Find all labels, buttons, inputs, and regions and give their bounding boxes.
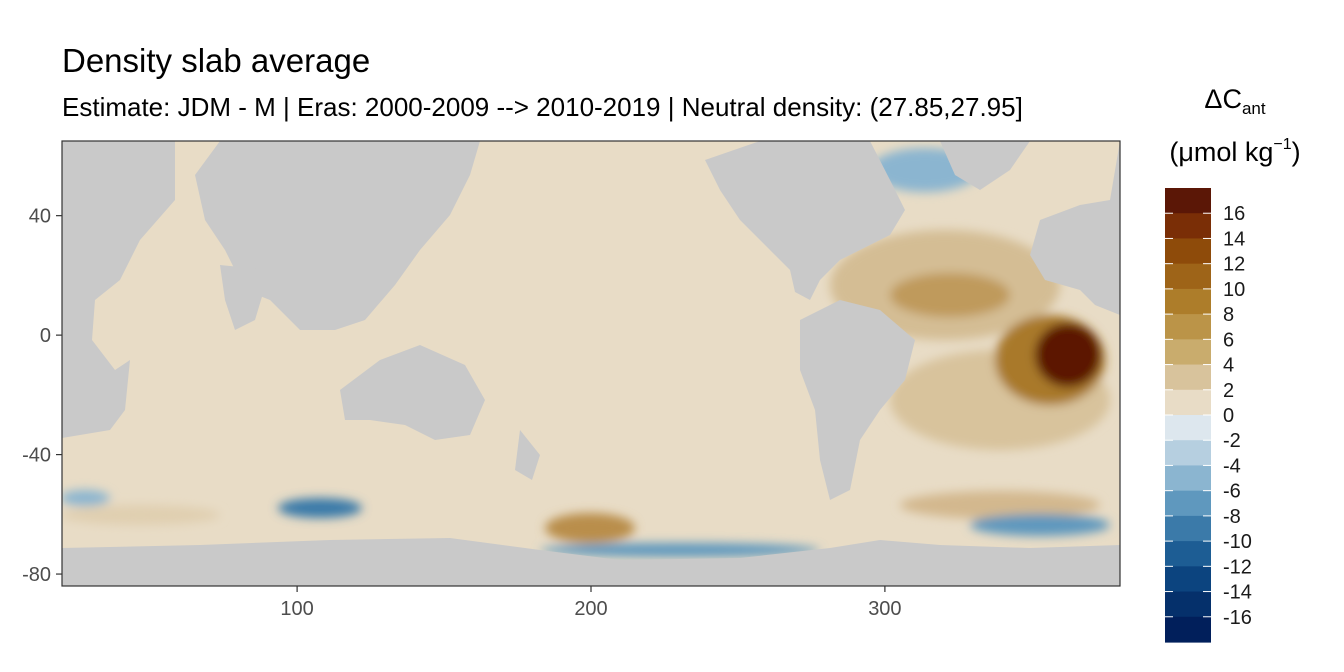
legend-label: 2	[1223, 380, 1234, 402]
legend-label: 0	[1223, 405, 1234, 427]
legend-label: 6	[1223, 329, 1234, 351]
eurasia-land	[195, 141, 480, 330]
india-land	[220, 265, 270, 330]
legend-color-swatch	[1165, 364, 1211, 391]
x-tick-label: 300	[868, 598, 901, 620]
y-tick-label: -40	[22, 445, 51, 467]
new-zealand-land	[515, 430, 540, 480]
land-masses	[62, 141, 1120, 586]
west-africa-land	[1030, 141, 1120, 315]
legend-unit-prefix: (μmol kg	[1169, 137, 1274, 167]
legend-title-symbol: ΔC	[1204, 84, 1242, 114]
legend-unit-suffix: )	[1291, 137, 1301, 167]
legend-label: -6	[1223, 481, 1241, 503]
legend-color-swatch	[1165, 415, 1211, 441]
legend-color-swatch	[1165, 566, 1211, 593]
africa-land	[62, 141, 175, 438]
legend-color-swatch	[1165, 263, 1211, 290]
map-panel	[61, 140, 1121, 587]
pacific-antarctic-negative	[540, 543, 820, 557]
legend-label: -10	[1223, 531, 1252, 553]
legend-label: 16	[1223, 203, 1245, 225]
eastern-atlantic-maximum	[1035, 323, 1101, 387]
southern-ocean-pacific-positive	[545, 513, 635, 543]
legend-label: 4	[1223, 355, 1234, 377]
legend-title-unit: (μmol kg−1)	[1160, 137, 1310, 166]
legend-label: -2	[1223, 430, 1241, 452]
legend-label: -12	[1223, 556, 1252, 578]
y-tick-label: 40	[29, 206, 51, 228]
anomaly-field	[62, 148, 1110, 557]
legend-label: 14	[1223, 228, 1245, 250]
legend-label: 10	[1223, 279, 1245, 301]
southern-ocean-atlantic-positive	[900, 491, 1100, 519]
legend: 16 14 12 10 8 6 4 2 0 -2 -4 -6 -8 -10 -12 -14 -16	[1165, 188, 1252, 643]
indian-antarctic-negative	[278, 498, 362, 518]
legend-color-swatch	[1165, 465, 1211, 492]
legend-color-swatch	[1165, 616, 1211, 643]
legend-color-swatch	[1165, 213, 1211, 240]
x-tick-label: 100	[280, 598, 313, 620]
legend-label: 8	[1223, 304, 1234, 326]
greenland-land	[940, 141, 1030, 190]
legend-title: ΔCant (μmol kg−1)	[1160, 86, 1310, 166]
north-america-land	[705, 141, 905, 300]
legend-label: -14	[1223, 582, 1252, 604]
y-tick-label: 0	[40, 325, 51, 347]
y-tick-label: -80	[22, 564, 51, 586]
x-axis: 100 200 300	[280, 586, 902, 620]
chart-title: Density slab average	[62, 42, 371, 79]
legend-color-swatch	[1165, 490, 1211, 517]
legend-color-swatch	[1165, 389, 1211, 416]
west-indian-negative	[62, 490, 110, 506]
legend-color-swatch	[1165, 440, 1211, 467]
legend-color-swatch	[1165, 339, 1211, 366]
south-america-land	[800, 300, 915, 500]
chart-subtitle: Estimate: JDM - M | Eras: 2000-2009 --> …	[62, 92, 1023, 122]
legend-color-swatch	[1165, 541, 1211, 567]
legend-label: 12	[1223, 254, 1245, 276]
legend-color-swatch	[1165, 314, 1211, 340]
antarctica-land	[62, 538, 1120, 586]
north-atlantic-core	[890, 273, 1010, 317]
southern-ocean-indian-positive	[62, 505, 220, 525]
legend-label: -8	[1223, 506, 1241, 528]
legend-label: -4	[1223, 455, 1241, 477]
legend-color-swatch	[1165, 238, 1211, 265]
australia-land	[340, 345, 485, 440]
legend-color-swatch	[1165, 515, 1211, 542]
weddell-negative	[970, 514, 1110, 536]
x-tick-label: 200	[574, 598, 607, 620]
legend-color-swatch	[1165, 288, 1211, 315]
legend-title-subscript: ant	[1241, 99, 1266, 118]
legend-unit-superscript: −1	[1273, 136, 1292, 153]
legend-color-swatch	[1165, 188, 1211, 214]
y-axis: 40 0 -40 -80	[22, 206, 62, 586]
legend-color-swatch	[1165, 591, 1211, 618]
legend-label: -16	[1223, 607, 1252, 629]
